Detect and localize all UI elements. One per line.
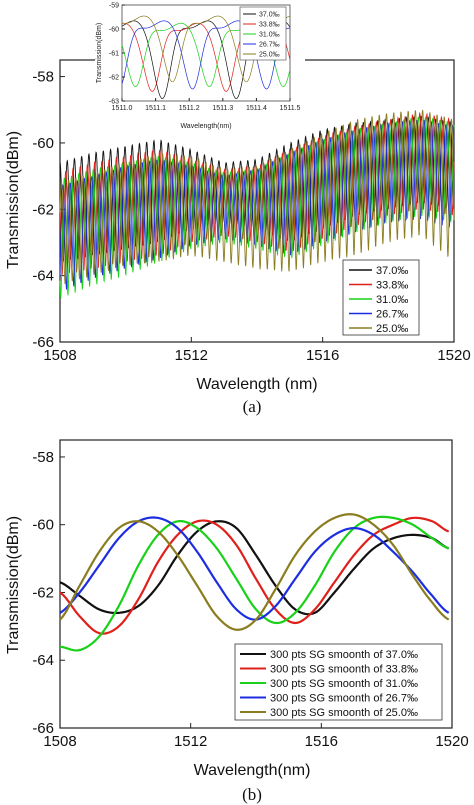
- inset-legend-label: 37.0‰: [259, 12, 280, 19]
- inset-x-tick-label: 1511.5: [280, 105, 301, 112]
- panel-b-legend-label: 300 pts SG smoonth of 31.0‰: [270, 678, 418, 690]
- panel-a: 1508 1512 1516 1520 -66 -64 -62 -60 -58 Transmis…: [5, 59, 471, 416]
- inset-x-tick-label: 1511.4: [246, 105, 267, 112]
- panel-b-y-tick-label: -62: [32, 584, 54, 601]
- panel-a-ticks: 1508 1512 1516 1520 -66 -64 -62 -60 -58: [32, 69, 470, 364]
- panel-b-series: [59, 513, 450, 652]
- panel-a-legend-box: [342, 259, 420, 336]
- inset-y-tick-label: -63: [109, 99, 119, 106]
- panel-b-legend-box: [234, 643, 443, 721]
- panel-a-x-tick-label: 1516: [306, 347, 339, 364]
- inset-y-tick-label: -61: [109, 51, 119, 58]
- panel-a-y-tick-label: -60: [32, 135, 54, 152]
- inset-legend-label: 26.7‰: [259, 42, 280, 49]
- panel-b-series-line: [59, 515, 450, 652]
- inset-legend: 37.0‰ 33.8‰ 31.0‰ 26.7‰ 25.0‰: [239, 6, 287, 61]
- panel-b-frame: [59, 439, 453, 729]
- inset-ticks: 1511.0 1511.1 1511.2 1511.3 1511.4 1511.5 -63 -…: [109, 3, 301, 113]
- inset-x-tick-label: 1511.3: [212, 105, 233, 112]
- panel-a-series-line: [59, 109, 455, 285]
- panel-a-series: [59, 109, 455, 299]
- panel-a-series-line: [59, 116, 455, 299]
- panel-a-series-line: [59, 115, 455, 262]
- inset-series-line: [121, 20, 291, 90]
- panel-a-legend-label: 33.8‰: [376, 280, 408, 292]
- panel-a-legend: 37.0‰ 33.8‰ 31.0‰ 26.7‰ 25.0‰: [342, 259, 420, 336]
- inset-y-tick-label: -59: [109, 3, 119, 10]
- panel-a-caption: (a): [243, 397, 262, 416]
- panel-a-y-tick-label: -62: [32, 201, 54, 218]
- panel-b: 1508 1512 1516 1520 -66 -64 -62 -60 -58 Transmis…: [5, 439, 469, 804]
- panel-b-x-tick-label: 1508: [43, 733, 76, 750]
- inset-x-tick-label: 1511.0: [112, 105, 133, 112]
- panel-a-legend-label: 37.0‰: [376, 265, 408, 277]
- inset-y-axis-label: Transmission(dBm): [96, 23, 103, 83]
- panel-b-legend-label: 300 pts SG smoonth of 33.8‰: [270, 664, 418, 676]
- inset-y-tick-label: -62: [109, 75, 119, 82]
- panel-b-series-line: [59, 520, 450, 616]
- panel-a-inset: 1511.0 1511.1 1511.2 1511.3 1511.4 1511.5 -63 -…: [95, 0, 305, 130]
- panel-a-y-axis-label: Transmission(dBm): [5, 131, 22, 269]
- panel-b-y-axis-label: Transmission(dBm): [5, 516, 22, 654]
- inset-x-axis-label: Wavelength(nm): [180, 123, 231, 130]
- panel-a-x-tick-label: 1520: [437, 347, 470, 364]
- panel-a-legend-label: 31.0‰: [376, 294, 408, 306]
- panel-b-legend-label: 300 pts SG smoonth of 25.0‰: [270, 707, 418, 719]
- inset-x-tick-label: 1511.1: [145, 105, 166, 112]
- panel-b-series-line: [59, 513, 450, 631]
- panel-b-series-line: [59, 516, 450, 621]
- panel-b-x-axis-label: Wavelength(nm): [194, 762, 311, 779]
- panel-a-x-tick-label: 1508: [43, 347, 76, 364]
- panel-a-x-axis-label: Wavelength (nm): [196, 376, 317, 393]
- panel-b-ticks: 1508 1512 1516 1520 -66 -64 -62 -60 -58: [32, 449, 468, 750]
- inset-x-tick-label: 1511.2: [179, 105, 200, 112]
- inset-y-tick-label: -60: [109, 27, 119, 34]
- panel-b-x-tick-label: 1520: [435, 733, 468, 750]
- panel-b-legend-label: 300 pts SG smoonth of 26.7‰: [270, 693, 418, 705]
- panel-a-x-tick-label: 1512: [175, 347, 208, 364]
- panel-a-y-tick-label: -58: [32, 69, 54, 86]
- panel-b-x-tick-label: 1516: [305, 733, 338, 750]
- panel-b-y-tick-label: -58: [32, 449, 54, 466]
- panel-b-x-tick-label: 1512: [174, 733, 207, 750]
- panel-b-y-tick-label: -60: [32, 517, 54, 534]
- inset-legend-label: 25.0‰: [259, 52, 280, 59]
- panel-a-y-tick-label: -64: [32, 268, 54, 285]
- panel-a-legend-label: 25.0‰: [376, 323, 408, 335]
- panel-b-series-line: [59, 516, 450, 635]
- panel-b-y-tick-label: -66: [32, 720, 54, 737]
- panel-a-y-tick-label: -66: [32, 334, 54, 351]
- panel-b-legend: 300 pts SG smoonth of 37.0‰ 300 pts SG sm…: [234, 643, 443, 721]
- inset-legend-label: 33.8‰: [259, 22, 280, 29]
- panel-b-caption: (b): [242, 785, 262, 804]
- panel-b-y-tick-label: -64: [32, 652, 54, 669]
- panel-a-legend-label: 26.7‰: [376, 309, 408, 321]
- inset-legend-label: 31.0‰: [259, 32, 280, 39]
- panel-b-legend-label: 300 pts SG smoonth of 37.0‰: [270, 649, 418, 661]
